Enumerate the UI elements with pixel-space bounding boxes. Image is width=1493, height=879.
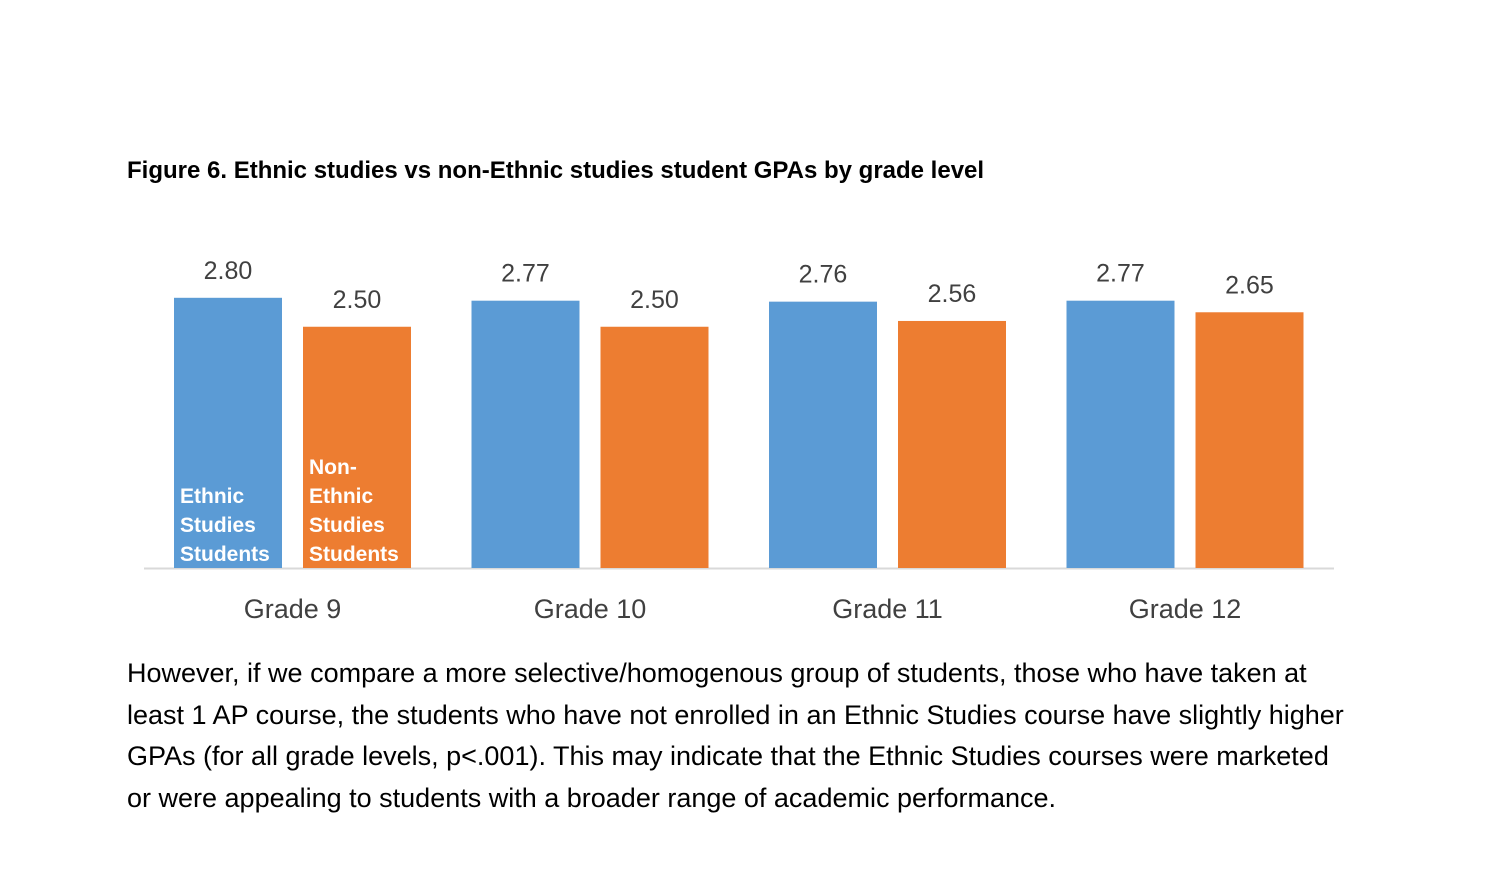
data-label: 2.80	[204, 257, 253, 285]
series-label: Ethnic	[180, 485, 244, 508]
figure-title: Figure 6. Ethnic studies vs non-Ethnic s…	[127, 157, 985, 184]
series-label: Non-	[309, 456, 357, 479]
data-label: 2.77	[501, 260, 550, 288]
series-label: Studies	[309, 514, 385, 537]
x-tick-label: Grade 11	[832, 594, 943, 624]
bar-non-ethnic-studies-grade-9	[303, 326, 411, 568]
bar-non-ethnic-studies-grade-10	[600, 326, 709, 568]
bar-ethnic-studies-grade-12	[1066, 300, 1175, 568]
data-label: 2.76	[799, 261, 848, 289]
x-tick-label: Grade 12	[1129, 594, 1242, 624]
series-label: Students	[309, 543, 399, 566]
bar-ethnic-studies-grade-10	[471, 300, 580, 568]
bar-non-ethnic-studies-grade-11	[898, 320, 1006, 568]
series-label: Studies	[180, 514, 256, 537]
data-label: 2.77	[1096, 260, 1145, 288]
x-tick-label: Grade 9	[244, 594, 342, 624]
body-paragraph: However, if we compare a more selective/…	[127, 658, 1344, 813]
bar-ethnic-studies-grade-9	[174, 297, 282, 568]
bar-ethnic-studies-grade-11	[769, 301, 877, 568]
x-tick-label: Grade 10	[534, 594, 647, 624]
data-label: 2.50	[630, 286, 679, 314]
series-label: Students	[180, 543, 270, 566]
data-label: 2.65	[1225, 271, 1274, 299]
data-label: 2.56	[928, 280, 977, 308]
bar-non-ethnic-studies-grade-12	[1195, 312, 1304, 568]
data-label: 2.50	[333, 286, 382, 314]
series-label: Ethnic	[309, 485, 373, 508]
